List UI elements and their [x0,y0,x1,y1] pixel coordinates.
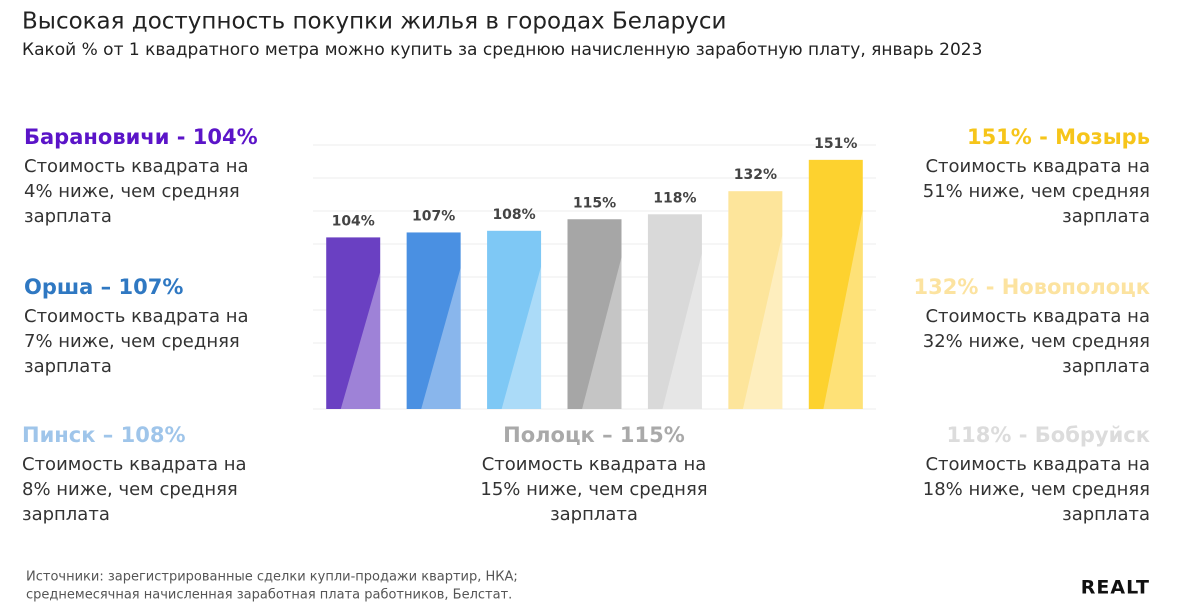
annotation-title: Пинск – 108% [22,423,186,447]
bar [326,237,381,409]
annotation-text: 7% ниже, чем средняя [24,331,240,352]
annotation-text: 4% ниже, чем средняя [24,181,240,202]
value-label: 107% [412,208,455,224]
annotation-text: Стоимость квадрата на [24,306,249,327]
annotation-text: зарплата [24,206,112,227]
annotation-title: Полоцк – 115% [503,423,685,447]
annotation-text: Стоимость квадрата на [925,156,1150,177]
bar [406,232,461,409]
annotation-text: зарплата [1062,504,1150,525]
annotation-text: зарплата [1062,206,1150,227]
bar [487,230,542,409]
bar [808,159,863,409]
annotation-title: Барановичи - 104% [24,125,258,149]
value-label: 108% [492,207,535,223]
annotation-text: 18% ниже, чем средняя [923,479,1150,500]
annotation-text: зарплата [550,504,638,525]
annotation-text: 8% ниже, чем средняя [22,479,238,500]
annotation-text: зарплата [1062,356,1150,377]
annotation-text: Стоимость квадрата на [22,454,247,475]
chart-title: Высокая доступность покупки жилья в горо… [22,9,727,35]
annotation-text: Стоимость квадрата на [925,306,1150,327]
bar-shine [742,234,783,409]
annotation-text: Стоимость квадрата на [24,156,249,177]
annotation-text: 15% ниже, чем средняя [480,479,707,500]
value-label: 104% [332,213,375,229]
bar [567,219,622,409]
value-label: 151% [814,136,857,152]
bar-shine [823,209,863,409]
bar-shine [501,266,542,409]
bar [647,214,702,409]
value-label: 115% [573,195,616,211]
annotation-text: 51% ниже, чем средняя [923,181,1150,202]
bar [728,191,783,409]
annotation-text: зарплата [22,504,110,525]
value-label: 132% [734,167,777,183]
source-line: Источники: зарегистрированные сделки куп… [26,570,518,585]
value-label: 118% [653,190,696,206]
source-line: среднемесячная начисленная заработная пл… [26,588,512,603]
annotation-text: Стоимость квадрата на [482,454,707,475]
bar-shine [340,271,381,409]
annotation-title: 151% - Мозырь [967,125,1150,149]
annotation-title: 132% - Новополоцк [914,275,1151,299]
annotation-text: 32% ниже, чем средняя [923,331,1150,352]
annotation-title: 118% - Бобруйск [947,423,1150,447]
annotation-text: Стоимость квадрата на [925,454,1150,475]
chart-subtitle: Какой % от 1 квадратного метра можно куп… [22,40,982,60]
logo: REALT [1081,577,1150,599]
bar-shine [662,253,702,409]
annotation-title: Орша – 107% [24,275,183,299]
bar-shine [582,257,622,409]
bar-shine [421,267,461,409]
annotation-text: зарплата [24,356,112,377]
